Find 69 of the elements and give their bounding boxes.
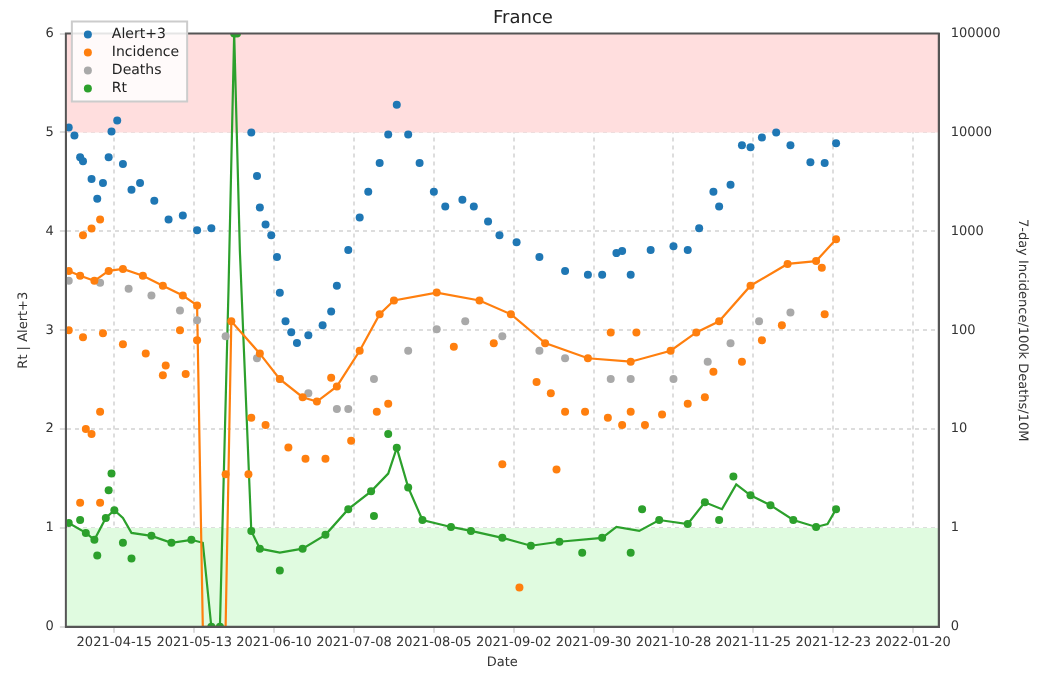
point [598, 533, 607, 542]
point [626, 375, 635, 384]
point [332, 404, 341, 413]
point [321, 530, 330, 539]
point [118, 538, 127, 547]
point [369, 512, 378, 521]
point [700, 498, 709, 507]
point [193, 316, 202, 325]
chart-title: France [493, 9, 554, 30]
point [81, 528, 90, 537]
point [369, 375, 378, 384]
point [832, 505, 841, 514]
point [76, 516, 85, 525]
point [715, 516, 724, 525]
point [90, 535, 99, 544]
point [726, 339, 735, 348]
point [446, 522, 455, 531]
point [127, 554, 136, 563]
point [221, 332, 230, 341]
point [392, 443, 401, 452]
point [404, 346, 413, 355]
point [175, 306, 184, 315]
point [104, 486, 113, 495]
point [65, 276, 73, 285]
point [466, 526, 475, 535]
point [344, 404, 353, 413]
point [526, 541, 535, 550]
point [404, 483, 413, 492]
point [578, 548, 587, 557]
point [729, 472, 738, 481]
point [555, 537, 564, 546]
point [561, 354, 570, 363]
point [786, 308, 795, 317]
point [298, 544, 307, 553]
point [432, 325, 441, 334]
point [167, 538, 176, 547]
point [498, 533, 507, 542]
point [683, 519, 692, 528]
point [812, 522, 821, 531]
point [755, 317, 764, 326]
point [626, 548, 635, 557]
point [147, 291, 156, 300]
point [124, 284, 133, 293]
point [606, 375, 615, 384]
point [766, 501, 775, 510]
point [638, 505, 647, 514]
point [367, 487, 376, 496]
point [703, 357, 712, 366]
point [498, 332, 507, 341]
point [247, 526, 256, 535]
point [789, 516, 798, 525]
point [418, 516, 427, 525]
point [384, 430, 393, 439]
point [746, 491, 755, 500]
point [65, 518, 73, 527]
point [187, 535, 196, 544]
point [110, 506, 119, 515]
point [535, 346, 544, 355]
point [255, 544, 264, 553]
point [461, 317, 470, 326]
point [275, 566, 284, 575]
point [101, 514, 110, 523]
point [344, 505, 353, 514]
point [107, 469, 116, 478]
point [93, 551, 102, 560]
point [304, 389, 313, 398]
point [669, 375, 678, 384]
point [147, 531, 156, 540]
point [655, 516, 664, 525]
